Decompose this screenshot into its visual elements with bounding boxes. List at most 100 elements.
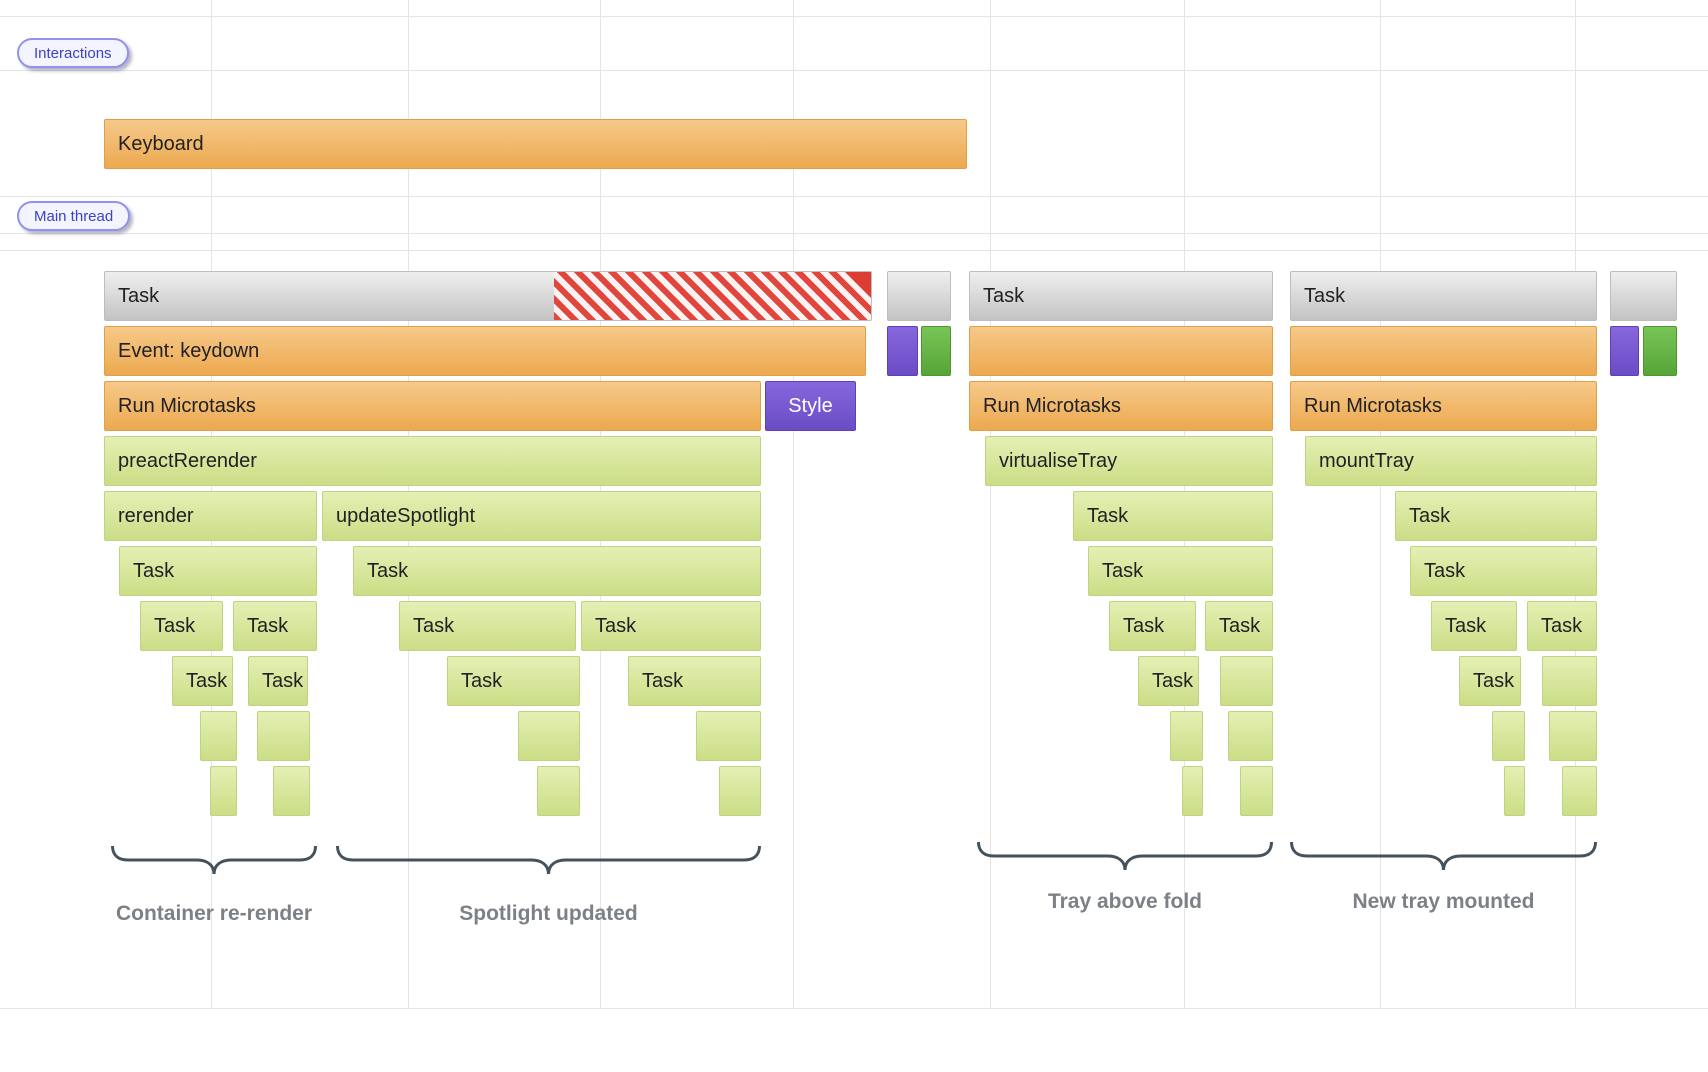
flame-bar-task[interactable]: Task <box>1527 601 1597 651</box>
flame-bar-block[interactable] <box>1562 766 1597 816</box>
flame-bar-task[interactable]: Task <box>119 546 317 596</box>
flame-bar-task[interactable]: Task <box>104 271 872 321</box>
flame-bar-label: Task <box>1152 670 1194 692</box>
flame-bar-block[interactable] <box>887 326 918 376</box>
flame-bar-label: Task <box>1473 670 1515 692</box>
flame-bar-task[interactable]: Task <box>581 601 761 651</box>
flame-bar-block[interactable] <box>273 766 310 816</box>
gridline-vertical <box>990 0 991 1008</box>
flame-bar-event-keydown[interactable]: Event: keydown <box>104 326 866 376</box>
main-thread-track-label[interactable]: Main thread <box>17 201 131 231</box>
flame-bar-block[interactable] <box>257 711 310 761</box>
flame-bar-block[interactable] <box>210 766 237 816</box>
flame-bar-style[interactable]: Style <box>765 381 856 431</box>
flame-bar-label: virtualiseTray <box>999 450 1118 472</box>
flame-bar-block[interactable] <box>1182 766 1203 816</box>
flame-bar-block[interactable] <box>1228 711 1273 761</box>
flame-bar-virtualisetray[interactable]: virtualiseTray <box>985 436 1273 486</box>
gridline-vertical <box>1380 0 1381 1008</box>
flame-bar-preactrerender[interactable]: preactRerender <box>104 436 761 486</box>
flame-bar-task[interactable]: Task <box>969 271 1273 321</box>
flame-bar-block[interactable] <box>1492 711 1525 761</box>
flame-bar-label: Event: keydown <box>118 340 260 362</box>
flame-bar-task[interactable]: Task <box>1138 656 1199 706</box>
flame-bar-label: Run Microtasks <box>983 395 1121 417</box>
flame-bar-label: Task <box>413 615 455 637</box>
flame-bar-label: Task <box>133 560 175 582</box>
flame-bar-mounttray[interactable]: mountTray <box>1305 436 1597 486</box>
flame-bar-block[interactable] <box>1643 326 1677 376</box>
flame-bar-task[interactable]: Task <box>1395 491 1597 541</box>
flame-bar-block[interactable] <box>1504 766 1525 816</box>
flame-bar-block[interactable] <box>719 766 761 816</box>
flame-bar-label: Task <box>367 560 409 582</box>
annotation-label-container-re-render: Container re-render <box>115 902 313 925</box>
flame-bar-block[interactable] <box>1220 656 1273 706</box>
flame-bar-label: Task <box>1102 560 1144 582</box>
flame-bar-run-microtasks[interactable]: Run Microtasks <box>969 381 1273 431</box>
flame-bar-block[interactable] <box>1240 766 1273 816</box>
flame-bar-label: Task <box>1087 505 1129 527</box>
gridline-horizontal <box>0 16 1708 17</box>
flame-bar-label: Task <box>595 615 637 637</box>
flame-bar-block[interactable] <box>1170 711 1203 761</box>
flame-bar-label: Task <box>1424 560 1466 582</box>
flame-bar-task[interactable]: Task <box>1109 601 1196 651</box>
flame-bar-block[interactable] <box>1290 326 1597 376</box>
flame-bar-block[interactable] <box>518 711 580 761</box>
gridline-horizontal <box>0 70 1708 71</box>
flame-bar-task[interactable]: Task <box>1290 271 1597 321</box>
flame-bar-task[interactable]: Task <box>1205 601 1273 651</box>
flame-bar-label: Task <box>1541 615 1583 637</box>
flame-bar-label: Task <box>1123 615 1165 637</box>
flame-bar-block[interactable] <box>1610 326 1639 376</box>
flame-bar-updatespotlight[interactable]: updateSpotlight <box>322 491 761 541</box>
flame-bar-task[interactable]: Task <box>248 656 308 706</box>
flame-bar-task[interactable]: Task <box>353 546 761 596</box>
flame-bar-rerender[interactable]: rerender <box>104 491 317 541</box>
flame-bar-label: Keyboard <box>118 133 204 155</box>
flame-bar-run-microtasks[interactable]: Run Microtasks <box>1290 381 1597 431</box>
flame-bar-label: updateSpotlight <box>336 505 476 527</box>
flame-bar-task[interactable]: Task <box>172 656 233 706</box>
flame-bar-block[interactable] <box>921 326 951 376</box>
flame-bar-block[interactable] <box>887 271 951 321</box>
underbrace <box>1290 840 1597 872</box>
flame-bar-keyboard[interactable]: Keyboard <box>104 119 967 169</box>
gridline-horizontal <box>0 233 1708 234</box>
flame-bar-block[interactable] <box>969 326 1273 376</box>
flame-bar-block[interactable] <box>537 766 580 816</box>
annotation-label-new-tray-mounted: New tray mounted <box>1352 890 1535 913</box>
flame-bar-task[interactable]: Task <box>233 601 317 651</box>
flame-bar-task[interactable]: Task <box>1088 546 1273 596</box>
flame-bar-run-microtasks[interactable]: Run Microtasks <box>104 381 761 431</box>
flame-bar-label: Style <box>788 395 833 417</box>
annotation-label-spotlight-updated: Spotlight updated <box>459 902 638 925</box>
flame-bar-label: Task <box>262 670 304 692</box>
flame-bar-block[interactable] <box>1542 656 1597 706</box>
flame-bar-task[interactable]: Task <box>140 601 223 651</box>
flame-bar-label: Task <box>461 670 503 692</box>
flame-bar-label: mountTray <box>1319 450 1414 472</box>
flame-bar-task[interactable]: Task <box>1459 656 1521 706</box>
flame-bar-task[interactable]: Task <box>1410 546 1597 596</box>
flame-bar-task[interactable]: Task <box>447 656 580 706</box>
flame-bar-label: rerender <box>118 505 194 527</box>
flame-bar-label: Task <box>186 670 228 692</box>
flame-bar-label: Task <box>1304 285 1346 307</box>
flame-bar-task[interactable]: Task <box>628 656 761 706</box>
flame-bar-label: Task <box>642 670 684 692</box>
flame-bar-block[interactable] <box>1610 271 1677 321</box>
flame-bar-task[interactable]: Task <box>1431 601 1517 651</box>
interactions-track-label[interactable]: Interactions <box>17 38 129 68</box>
gridline-vertical <box>793 0 794 1008</box>
flame-bar-label: Task <box>154 615 196 637</box>
gridline-horizontal <box>0 196 1708 197</box>
flame-bar-label: Task <box>118 285 160 307</box>
flame-bar-label: Task <box>1219 615 1261 637</box>
flame-bar-block[interactable] <box>1549 711 1597 761</box>
flame-bar-task[interactable]: Task <box>399 601 576 651</box>
flame-bar-block[interactable] <box>200 711 237 761</box>
flame-bar-task[interactable]: Task <box>1073 491 1273 541</box>
flame-bar-block[interactable] <box>696 711 761 761</box>
